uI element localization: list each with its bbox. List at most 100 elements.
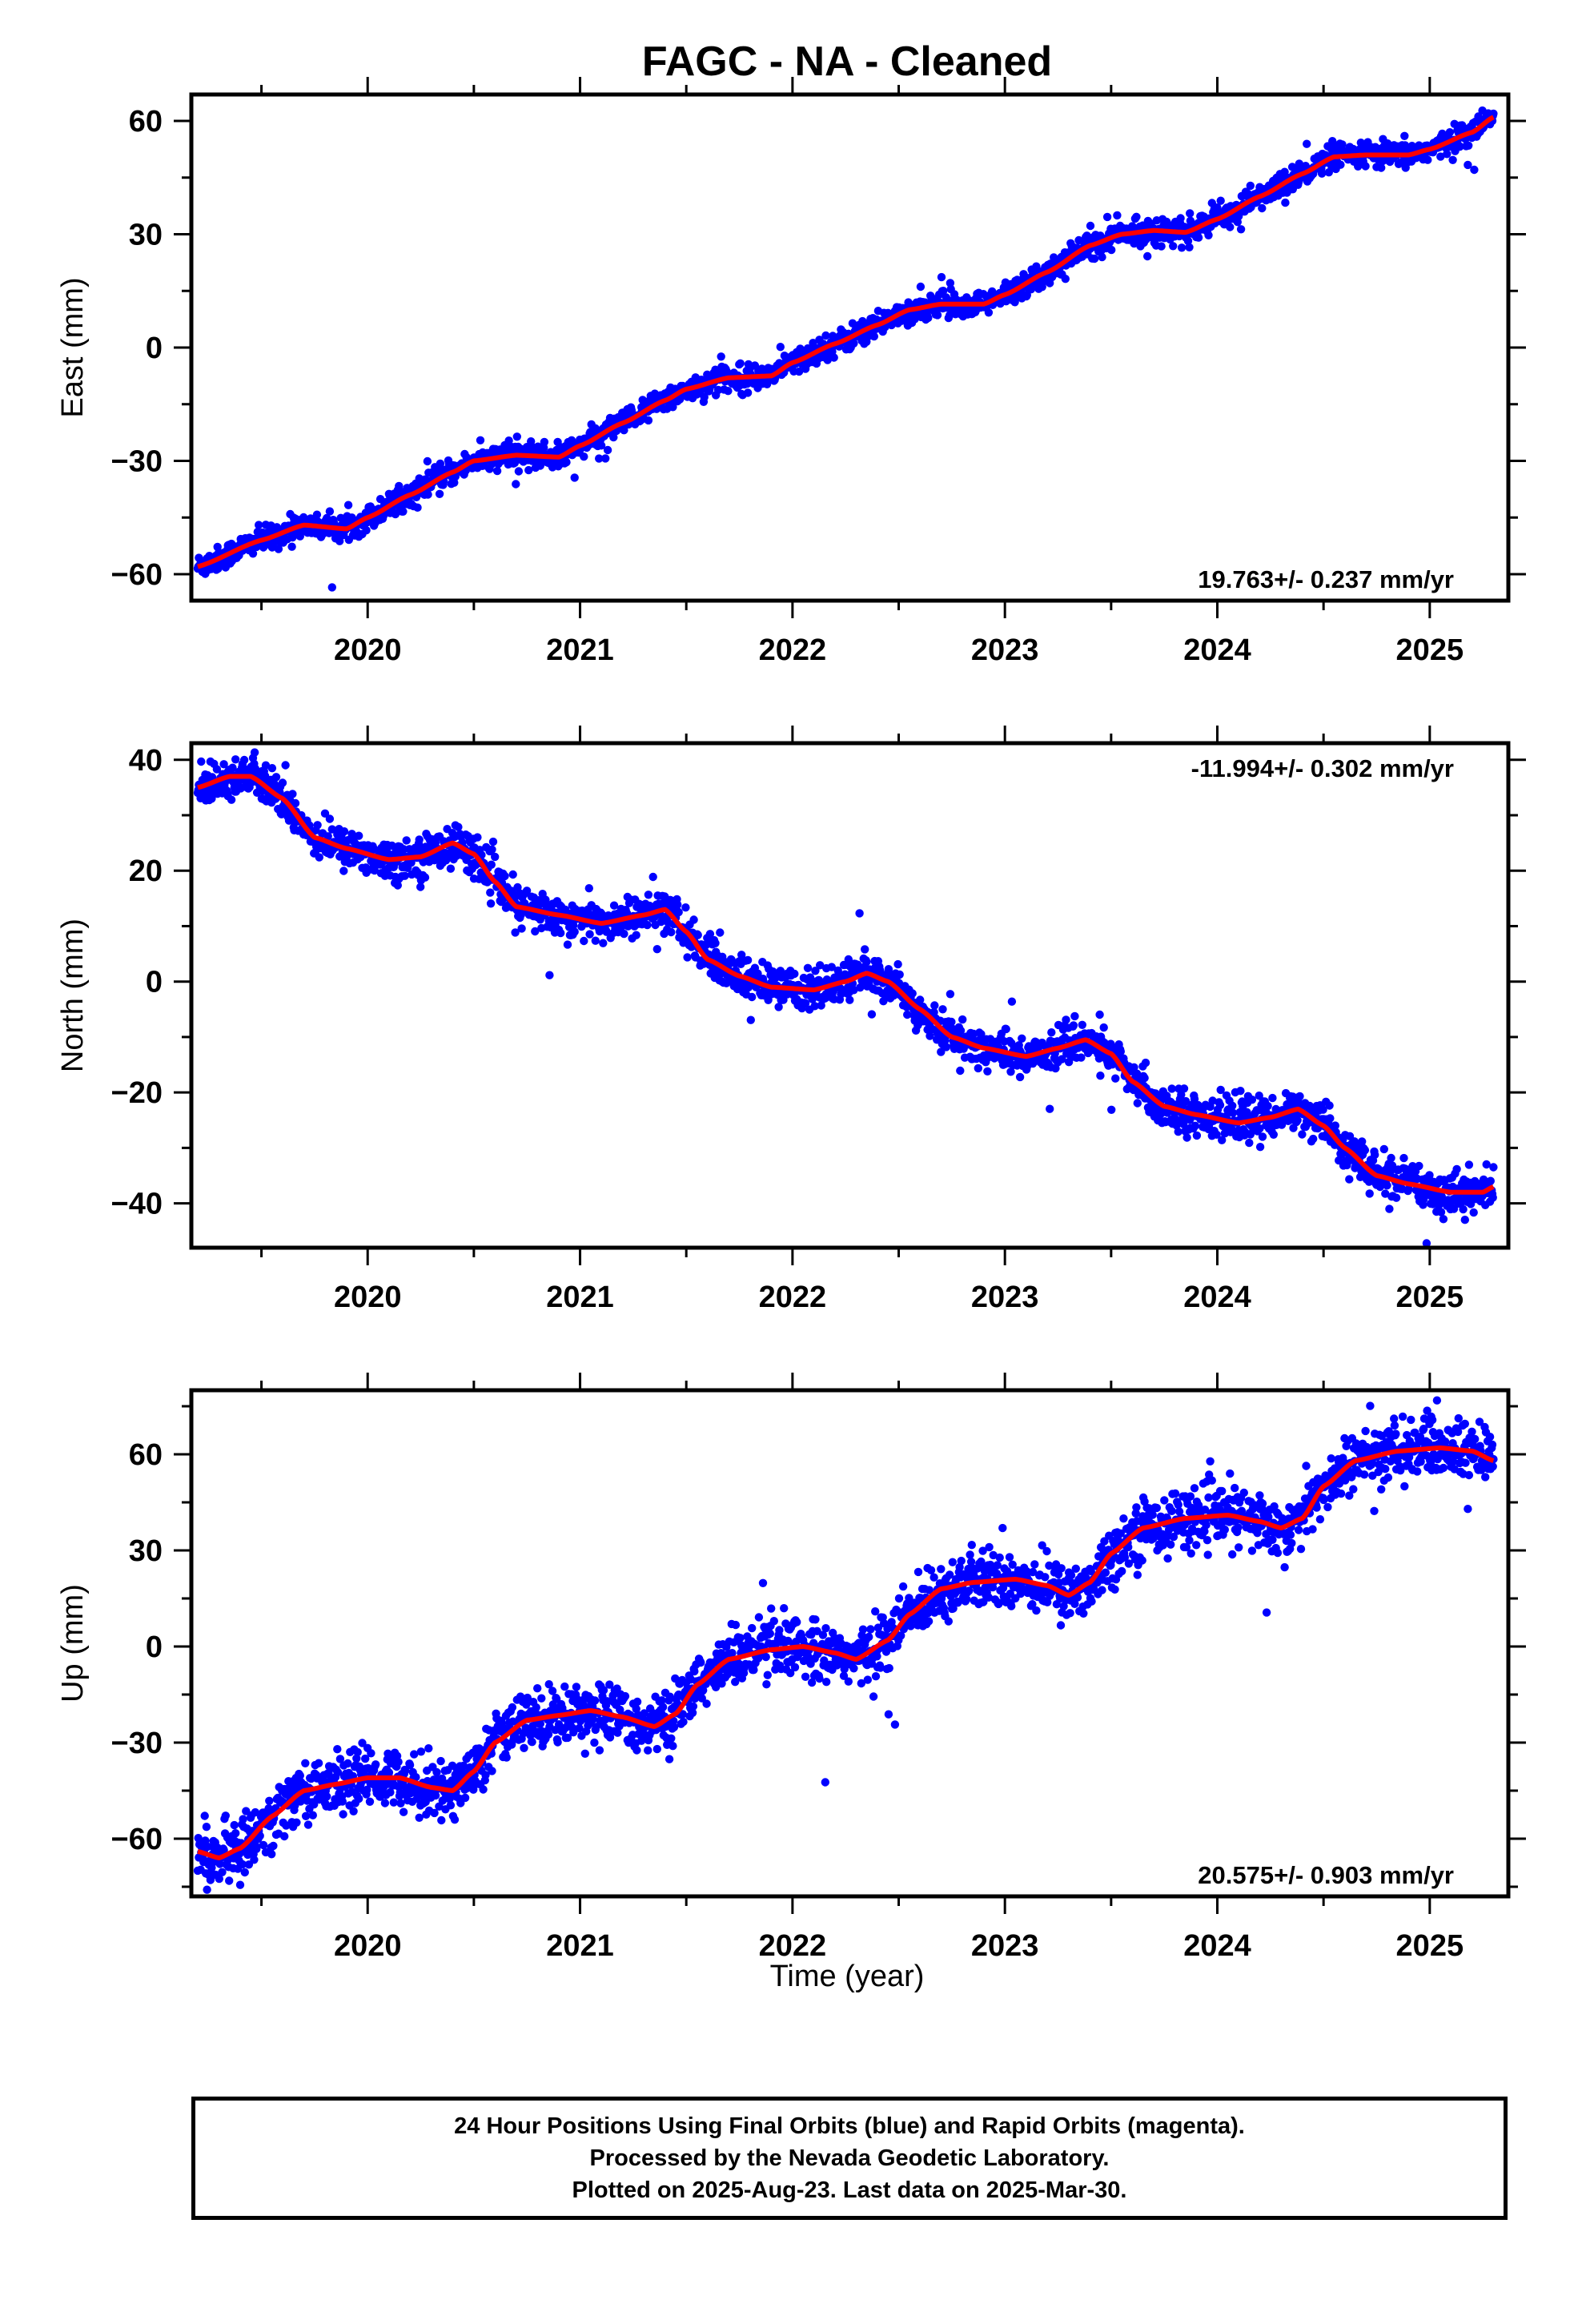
data-point	[400, 871, 409, 880]
data-point	[265, 1796, 274, 1805]
data-point	[1464, 1160, 1474, 1169]
data-point	[303, 1820, 313, 1829]
data-point	[1336, 160, 1345, 169]
data-point	[570, 927, 579, 936]
data-point	[603, 445, 612, 455]
data-point	[1263, 1101, 1272, 1111]
data-point	[790, 969, 799, 979]
data-point	[683, 953, 692, 962]
data-point	[829, 353, 838, 362]
y-tick-label: 30	[129, 219, 163, 252]
data-point	[1295, 1092, 1304, 1101]
data-point	[315, 853, 323, 862]
data-point	[930, 1001, 939, 1010]
data-point	[1141, 1058, 1150, 1068]
data-point	[323, 1792, 331, 1801]
data-point	[512, 432, 521, 441]
data-point	[446, 1801, 456, 1810]
data-point	[1176, 214, 1185, 223]
data-point	[227, 795, 236, 804]
data-point	[288, 790, 297, 798]
data-point	[591, 936, 600, 945]
y-tick-label: −60	[111, 558, 163, 592]
data-point	[281, 761, 290, 770]
data-point	[1258, 203, 1267, 213]
data-point	[681, 903, 690, 912]
panel-north: 2020 2021 2022 2023 2024 2025−40−2002040North…	[56, 726, 1526, 1314]
data-point	[259, 1840, 268, 1850]
data-point	[1226, 223, 1235, 231]
data-point	[200, 1811, 209, 1820]
data-point	[435, 489, 444, 498]
data-point	[500, 871, 509, 881]
data-point	[1269, 1130, 1279, 1140]
data-point	[849, 339, 858, 348]
data-point	[1070, 1011, 1079, 1021]
data-point	[908, 989, 917, 998]
data-point	[248, 549, 258, 558]
data-point	[255, 521, 263, 529]
data-point	[958, 1015, 967, 1024]
data-point	[1107, 1105, 1116, 1115]
data-point	[673, 900, 682, 909]
data-point	[1061, 275, 1070, 283]
data-point	[267, 764, 277, 773]
data-point	[1293, 1116, 1302, 1125]
data-point	[1228, 1101, 1237, 1111]
data-point	[423, 456, 432, 466]
data-point	[736, 359, 745, 368]
data-point	[380, 1799, 390, 1807]
y-tick-label: −40	[111, 1188, 163, 1221]
data-point	[517, 924, 526, 933]
data-point	[1179, 1084, 1189, 1093]
data-point	[644, 891, 653, 899]
data-points	[193, 1396, 1498, 1894]
y-axis-label: East (mm)	[56, 277, 90, 417]
data-point	[867, 1010, 877, 1019]
data-point	[1015, 1072, 1025, 1082]
data-point	[1489, 1163, 1498, 1172]
data-point	[746, 1015, 755, 1024]
data-point	[1361, 162, 1370, 171]
data-point	[527, 437, 536, 446]
x-tick-label: 2025	[1396, 1281, 1464, 1314]
data-point	[1111, 1074, 1120, 1083]
data-point	[1078, 1020, 1087, 1030]
data-point	[343, 501, 353, 509]
velocity-label: 19.763+/- 0.237 mm/yr	[1198, 565, 1454, 593]
data-point	[845, 995, 854, 1004]
data-point	[1470, 165, 1479, 175]
data-point	[1107, 245, 1116, 255]
data-point	[371, 1760, 380, 1769]
data-point	[1360, 1146, 1370, 1155]
data-point	[1448, 155, 1457, 164]
data-point	[413, 503, 422, 512]
data-point	[1459, 1204, 1468, 1214]
data-point	[1090, 254, 1099, 263]
data-point	[1192, 1131, 1202, 1140]
data-point	[446, 864, 456, 873]
data-point	[1169, 242, 1178, 251]
data-point	[1345, 1175, 1354, 1184]
data-point	[717, 352, 725, 361]
data-point	[983, 1067, 992, 1076]
data-point	[269, 1841, 278, 1851]
y-tick-label: 40	[129, 744, 163, 778]
data-point	[436, 1756, 445, 1766]
data-point	[239, 755, 249, 765]
data-point	[648, 872, 657, 882]
data-point	[1186, 209, 1195, 218]
data-point	[1298, 1130, 1307, 1139]
data-point	[585, 930, 594, 939]
data-point	[1046, 1104, 1054, 1113]
x-tick-label: 2024	[1183, 1281, 1251, 1314]
data-point	[225, 1876, 234, 1885]
data-point	[1216, 196, 1225, 205]
data-point	[239, 1815, 247, 1823]
data-point	[349, 1807, 358, 1815]
data-point	[327, 583, 336, 592]
data-point	[580, 452, 588, 461]
data-point	[488, 845, 496, 854]
data-point	[514, 467, 524, 476]
